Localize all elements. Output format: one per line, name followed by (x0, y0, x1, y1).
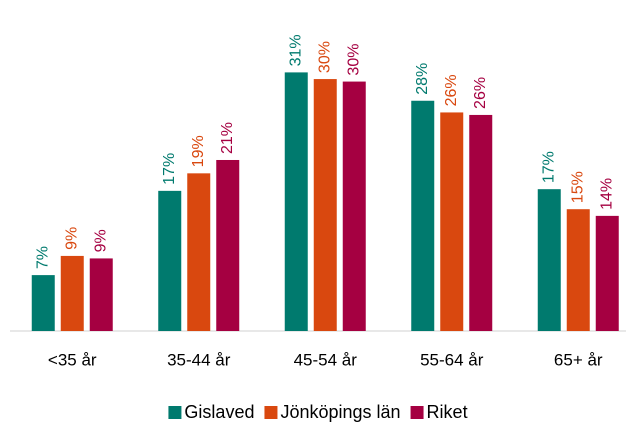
data-label: 26% (443, 74, 460, 106)
x-tick-label: <35 år (48, 350, 97, 369)
bar (284, 72, 308, 331)
legend-swatch (264, 406, 278, 419)
data-label: 9% (92, 229, 109, 252)
data-label: 19% (190, 135, 207, 167)
data-label: 31% (287, 34, 304, 66)
data-label: 9% (63, 227, 80, 250)
legend-swatch (168, 406, 182, 419)
bar (440, 112, 464, 331)
legend-swatch (410, 406, 424, 419)
data-label: 28% (414, 63, 431, 95)
bar (342, 81, 366, 332)
bar (31, 275, 55, 331)
data-label: 14% (598, 178, 615, 210)
data-label: 15% (569, 171, 586, 203)
legend-label: Riket (427, 402, 468, 422)
legend: Gislaved Jönköpings län Riket (168, 402, 468, 422)
data-label: 17% (161, 153, 178, 185)
bar (595, 215, 619, 331)
bar (158, 190, 182, 331)
bar (537, 189, 561, 331)
bar (60, 255, 84, 331)
data-label: 30% (316, 41, 333, 73)
x-tick-label: 45-54 år (294, 350, 358, 369)
bar (469, 114, 493, 331)
bar (216, 159, 240, 331)
bar (187, 173, 211, 331)
legend-label: Jönköpings län (280, 402, 400, 422)
legend-label: Gislaved (184, 402, 254, 422)
bar (566, 209, 590, 331)
data-label: 30% (345, 44, 362, 76)
data-label: 21% (219, 122, 236, 154)
data-label: 17% (540, 151, 557, 183)
bar (89, 258, 113, 331)
bar (411, 100, 435, 331)
data-label: 26% (472, 77, 489, 109)
data-label: 7% (34, 246, 51, 269)
x-tick-label: 55-64 år (420, 350, 484, 369)
bar (313, 79, 337, 331)
x-tick-label: 35-44 år (167, 350, 231, 369)
x-tick-label: 65+ år (554, 350, 603, 369)
